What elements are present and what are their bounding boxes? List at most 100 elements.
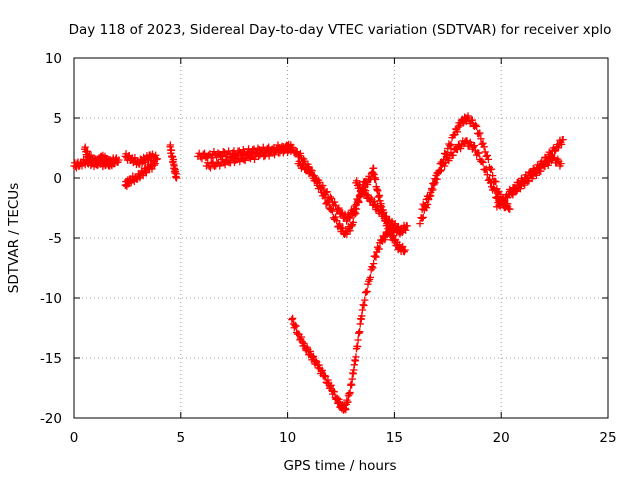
data-point — [485, 175, 494, 183]
data-point — [495, 188, 503, 196]
data-point — [437, 166, 446, 174]
data-point — [371, 252, 379, 260]
data-point — [521, 181, 529, 189]
data-point — [206, 150, 214, 158]
data-point — [245, 153, 253, 162]
data-point — [288, 315, 296, 324]
data-point — [478, 157, 486, 165]
data-point — [481, 166, 489, 174]
grid — [74, 58, 608, 418]
data-point — [370, 197, 379, 206]
data-point — [470, 141, 479, 150]
data-point — [430, 181, 438, 189]
data-point — [372, 175, 380, 184]
data-point — [291, 321, 299, 329]
series-sat-b-early — [81, 143, 119, 170]
data-point — [348, 381, 356, 389]
data-point — [299, 160, 308, 168]
data-point — [483, 151, 491, 160]
data-point — [354, 336, 362, 344]
data-point — [199, 150, 207, 158]
series-sat-n-rise — [418, 137, 512, 213]
data-point — [363, 180, 372, 189]
data-point — [532, 171, 541, 179]
data-point — [332, 213, 340, 221]
series-sat-j-dip — [288, 222, 405, 414]
data-point — [496, 202, 504, 210]
data-point — [217, 159, 225, 167]
data-point — [358, 312, 366, 320]
x-tick-label: 10 — [279, 430, 296, 446]
data-point — [151, 159, 159, 168]
data-point — [393, 223, 402, 231]
data-point — [483, 171, 491, 179]
x-tick-label: 25 — [599, 430, 616, 446]
data-point — [210, 147, 218, 156]
data-point — [334, 205, 342, 213]
y-tick-label: -20 — [40, 411, 62, 427]
data-point — [295, 157, 303, 165]
data-point — [508, 190, 516, 198]
data-point — [359, 301, 367, 309]
data-point — [221, 161, 229, 169]
data-point — [445, 156, 453, 165]
data-point — [377, 236, 386, 245]
data-point — [346, 388, 354, 397]
data-point — [336, 220, 344, 228]
data-point — [472, 122, 481, 131]
data-point — [453, 128, 462, 136]
data-point — [327, 381, 335, 389]
y-tick-label: -15 — [40, 351, 62, 367]
data-point — [321, 372, 329, 380]
data-point — [360, 301, 368, 310]
data-point — [475, 130, 483, 138]
data-point — [418, 214, 426, 223]
data-point — [401, 226, 410, 234]
data-point — [353, 342, 362, 351]
data-point — [351, 204, 360, 213]
data-point — [333, 217, 341, 225]
data-point — [257, 149, 265, 157]
data-point — [416, 219, 424, 228]
data-point — [285, 140, 293, 149]
data-point — [369, 259, 378, 268]
data-point — [456, 144, 465, 153]
data-point — [373, 203, 381, 211]
data-point — [480, 143, 488, 151]
data-point — [403, 222, 411, 230]
data-point — [369, 264, 377, 272]
y-axis-label: SDTVAR / TECUs — [6, 183, 22, 293]
data-point — [484, 155, 493, 164]
data-point — [557, 159, 565, 168]
data-point — [226, 150, 234, 158]
data-point — [372, 253, 380, 261]
data-point — [358, 306, 367, 314]
data-point — [248, 146, 257, 154]
data-point — [330, 388, 338, 396]
data-points — [70, 112, 567, 414]
data-point — [462, 117, 470, 126]
chart-title: Day 118 of 2023, Sidereal Day-to-day VTE… — [69, 22, 612, 38]
data-point — [330, 198, 339, 206]
data-point — [494, 193, 502, 201]
data-point — [339, 224, 347, 232]
data-point — [110, 157, 119, 165]
data-point — [289, 314, 297, 323]
data-point — [516, 185, 525, 193]
data-point — [475, 149, 483, 157]
data-point — [309, 352, 318, 361]
data-point — [297, 333, 306, 341]
data-point — [375, 245, 383, 253]
data-point — [307, 166, 315, 174]
data-point — [289, 143, 297, 152]
data-point — [528, 174, 536, 183]
data-point — [482, 165, 490, 173]
data-point — [265, 152, 273, 160]
data-point — [433, 175, 441, 183]
axis-ticks: 0 5 10 15 20 25 -20 -15 -10 -5 0 5 10 — [40, 51, 617, 446]
data-point — [343, 230, 351, 238]
y-tick-label: 10 — [45, 51, 62, 67]
data-point — [198, 155, 206, 163]
data-point — [361, 186, 370, 195]
